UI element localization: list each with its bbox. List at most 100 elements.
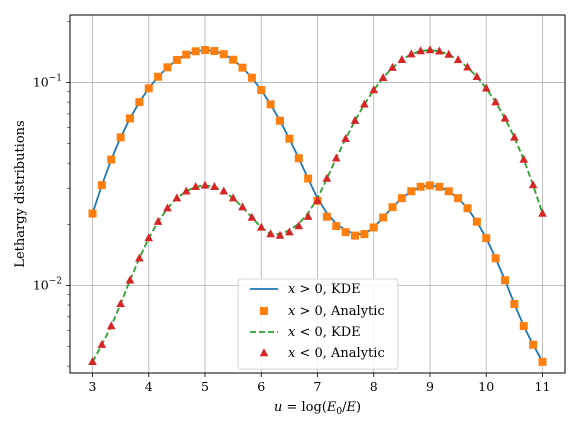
neg-analytic-marker: [528, 180, 538, 189]
pos-analytic-marker: [201, 46, 209, 55]
legend-label: x > 0, Analytic: [288, 304, 385, 319]
pos-analytic-marker: [107, 155, 116, 164]
neg-analytic-marker: [219, 186, 229, 195]
neg-analytic-marker: [313, 196, 322, 205]
neg-analytic-marker: [500, 113, 510, 122]
pos-analytic-marker: [135, 98, 144, 107]
neg-analytic-marker: [266, 229, 275, 238]
neg-analytic-marker: [444, 49, 454, 58]
x-tick-label: 5: [201, 379, 209, 394]
pos-analytic-marker: [182, 50, 191, 59]
pos-analytic-marker: [482, 234, 491, 243]
pos-analytic-marker: [529, 340, 538, 349]
pos-analytic-marker: [191, 47, 200, 56]
pos-analytic-marker: [304, 174, 313, 183]
neg-analytic-marker: [519, 154, 529, 163]
pos-analytic-marker: [97, 181, 106, 190]
neg-analytic-marker: [294, 221, 304, 230]
pos-analytic-marker: [388, 203, 397, 212]
neg-analytic-marker: [256, 222, 266, 231]
neg-analytic-marker: [116, 299, 125, 308]
pos-analytic-marker: [88, 209, 97, 218]
pos-analytic-marker: [126, 114, 135, 123]
pos-analytic-marker: [416, 182, 425, 191]
neg-analytic-marker: [491, 97, 500, 106]
pos-analytic-marker: [341, 228, 350, 237]
pos-analytic-marker: [210, 46, 219, 55]
neg-analytic-marker: [350, 115, 360, 124]
legend-label: x < 0, KDE: [288, 325, 361, 340]
neg-analytic-marker: [538, 208, 547, 217]
legend-label: x < 0, Analytic: [288, 346, 385, 361]
pos-analytic-marker: [426, 181, 434, 190]
pos-analytic-marker: [172, 55, 181, 64]
neg-analytic-marker: [144, 233, 154, 242]
neg-analytic-marker: [416, 46, 425, 55]
pos-analytic-marker: [154, 72, 163, 81]
pos-analytic-marker: [491, 254, 500, 263]
x-tick-label: 4: [145, 379, 153, 394]
neg-analytic-marker: [172, 193, 182, 202]
pos-analytic-marker: [322, 212, 331, 221]
pos-analytic-marker: [144, 84, 153, 93]
pos-analytic-marker: [379, 213, 388, 222]
x-tick-label: 7: [314, 379, 322, 394]
neg-analytic-marker: [181, 186, 191, 195]
neg-analytic-marker: [453, 55, 463, 64]
neg-analytic-marker: [378, 72, 388, 81]
neg-analytic-marker: [238, 202, 247, 211]
neg-analytic-marker: [191, 182, 200, 191]
pos-analytic-marker: [472, 217, 481, 226]
x-tick-label: 10: [478, 379, 494, 394]
x-tick-label: 11: [535, 379, 551, 394]
series-layer: [88, 45, 547, 366]
neg-analytic-marker: [360, 99, 369, 108]
neg-analytic-marker: [125, 275, 135, 284]
neg-analytic-marker: [303, 211, 313, 220]
pos-analytic-marker: [332, 222, 341, 231]
pos-analytic-marker: [116, 133, 125, 142]
pos-analytic-marker: [360, 230, 369, 239]
x-tick-label: 6: [257, 379, 265, 394]
x-tick-label: 9: [426, 379, 434, 394]
pos-analytic-marker: [266, 100, 275, 109]
neg-analytic-marker: [481, 83, 491, 92]
neg-analytic-marker: [331, 153, 341, 162]
y-axis-label: Lethargy distributions: [13, 120, 28, 267]
neg-analytic-marker: [88, 357, 97, 366]
x-tick-label: 8: [370, 379, 378, 394]
neg-analytic-marker: [397, 54, 407, 63]
y-tick-label: 10−1: [33, 73, 62, 89]
pos-analytic-marker: [538, 357, 547, 366]
pos-analytic-marker: [435, 182, 444, 191]
x-tick-label: 3: [89, 379, 97, 394]
neg-analytic-marker: [163, 203, 172, 212]
neg-analytic-marker: [341, 133, 350, 142]
x-axis-label: u = log(E0/E): [274, 400, 361, 417]
pos-analytic-marker: [454, 194, 463, 203]
neg-analytic-marker: [135, 253, 144, 262]
neg-analytic-marker: [153, 216, 163, 225]
pos-analytic-marker: [500, 276, 509, 285]
pos-analytic-marker: [257, 85, 266, 94]
legend-handle-neg-analytic: [259, 348, 269, 357]
neg-analytic-marker: [285, 227, 294, 236]
pos-analytic-marker: [285, 134, 294, 143]
pos-analytic-marker: [510, 299, 519, 308]
pos-analytic-marker: [163, 63, 172, 72]
neg-analytic-marker: [200, 180, 210, 189]
neg-analytic-marker: [425, 45, 435, 54]
legend: x > 0, KDE x > 0, Analytic x < 0, KDE x < 0…: [237, 278, 399, 370]
legend-handle-pos-analytic: [260, 307, 268, 315]
axis-ticks: 3 4 5 6 7 8 9 10 11 10−2 10−1: [33, 21, 551, 394]
neg-analytic-marker: [210, 182, 219, 191]
pos-analytic-marker: [247, 73, 256, 82]
neg-analytic-marker: [435, 46, 444, 55]
pos-analytic-marker: [351, 231, 360, 240]
pos-analytic-marker: [229, 55, 238, 64]
neg-analytic-marker: [369, 85, 379, 94]
pos-analytic-marker: [519, 322, 528, 331]
legend-box: [237, 278, 399, 370]
